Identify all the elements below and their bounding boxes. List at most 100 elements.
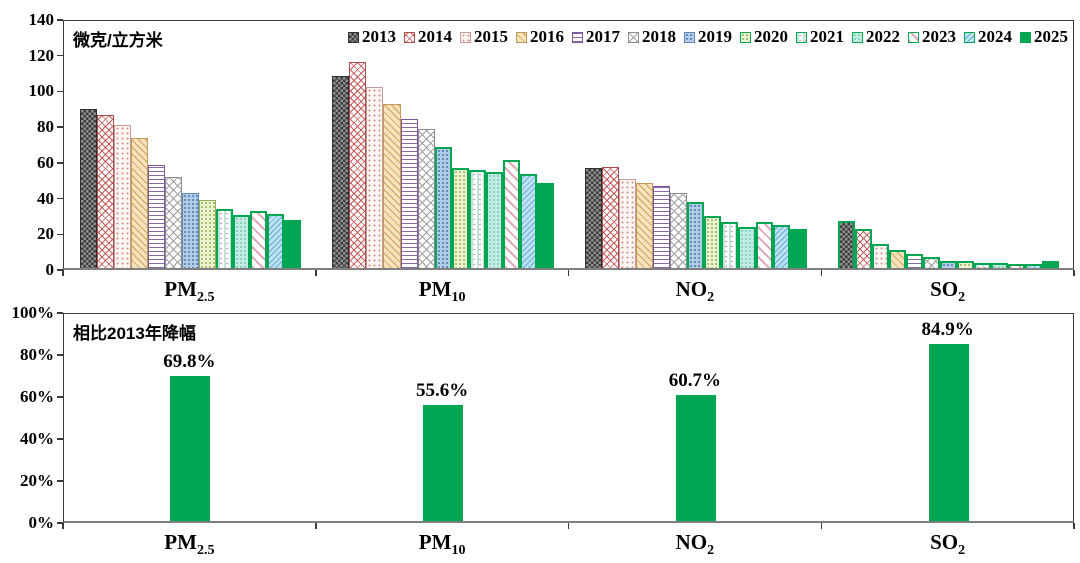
x-axis-tick-mark [821,523,823,529]
bar-SO2-2016 [889,250,906,268]
bar-NO2-2023 [756,222,773,268]
bar-PM2.5-2025 [284,220,301,268]
y-axis-tick-mark [57,19,63,21]
bar-PM10-2017 [401,119,418,268]
bar-PM10-2023 [503,160,520,268]
bar-NO2-2017 [653,186,670,268]
bar-NO2-2018 [670,193,687,268]
y-axis-tick-mark [57,396,63,398]
bar-SO2-2024 [1025,264,1042,268]
y-axis-tick-label: 40% [0,429,54,449]
x-axis-tick-mark [315,270,317,276]
bar-NO2-2021 [721,222,738,268]
y-axis-tick-label: 0% [0,513,54,533]
x-axis-tick-mark [568,270,570,276]
bar-group-SO2 [822,21,1075,268]
category-label: PM10 [316,277,569,306]
bar-NO2-2022 [738,227,755,268]
y-axis-tick-label: 60 [0,153,54,173]
bar-PM2.5-2013 [80,109,97,268]
category-label: PM10 [316,530,569,559]
bar-NO2-2016 [636,183,653,268]
y-axis-tick-label: 80% [0,345,54,365]
bar-SO2-2025 [1042,261,1059,268]
x-axis-tick-mark [62,270,64,276]
y-axis-tick-mark [57,438,63,440]
bar-PM10-2020 [452,168,469,268]
y-axis-tick-mark [57,55,63,57]
bar-SO2-2021 [974,263,991,268]
y-axis-tick-mark [57,126,63,128]
bar-PM2.5-2024 [267,214,284,268]
reduction-value-label: 84.9% [821,319,1074,341]
bar-PM10-2024 [520,174,537,268]
reduction-value-label: 55.6% [316,380,569,402]
bar-PM2.5-2016 [131,138,148,268]
bar-SO2-2015 [872,244,889,268]
bar-NO2-2019 [687,202,704,268]
y-axis-tick-label: 0 [0,260,54,280]
reduction-value-label: 60.7% [569,370,822,392]
bar-PM10-2019 [435,147,452,268]
y-axis-tick-mark [57,91,63,93]
bar-PM2.5-2022 [233,215,250,268]
reduction-bar-PM10 [423,405,463,521]
bar-SO2-2018 [923,257,940,268]
y-axis-tick-label: 20 [0,224,54,244]
y-axis-tick-label: 140 [0,10,54,30]
y-axis-tick-label: 40 [0,189,54,209]
bar-NO2-2013 [585,168,602,268]
y-axis-tick-label: 100% [0,303,54,323]
y-axis-tick-mark [57,312,63,314]
x-axis-tick-mark [821,270,823,276]
bar-NO2-2014 [602,167,619,268]
bar-PM10-2015 [366,87,383,268]
bar-SO2-2013 [838,221,855,268]
reduction-bar-PM2.5 [170,376,210,521]
reduction-bar-NO2 [676,395,716,521]
bar-group-PM10 [317,21,570,268]
y-axis-tick-mark [57,198,63,200]
bar-NO2-2015 [619,179,636,268]
y-axis-tick-mark [57,234,63,236]
x-axis-tick-mark [1073,270,1075,276]
reduction-label: 相比2013年降幅 [73,319,196,344]
bar-PM2.5-2018 [165,177,182,268]
category-label: PM2.5 [63,530,316,559]
bar-group-NO2 [570,21,823,268]
bar-PM2.5-2023 [250,211,267,268]
bar-PM10-2016 [383,104,400,268]
bar-PM2.5-2021 [216,209,233,268]
bar-SO2-2017 [906,254,923,268]
x-axis-tick-mark [1073,523,1075,529]
y-axis-tick-label: 120 [0,46,54,66]
category-label: SO2 [821,277,1074,306]
bar-SO2-2022 [991,263,1008,268]
y-axis-tick-label: 60% [0,387,54,407]
bar-NO2-2020 [704,216,721,268]
air-quality-trend-figure: 微克/立方米 201320142015201620172018201920202… [0,0,1080,563]
bar-SO2-2014 [855,229,872,268]
concentration-plot-area: 微克/立方米 201320142015201620172018201920202… [63,20,1074,270]
y-axis-tick-label: 100 [0,81,54,101]
reduction-plot-area: 相比2013年降幅 [63,313,1074,523]
reduction-value-label: 69.8% [63,351,316,373]
y-axis-tick-mark [57,480,63,482]
category-label: SO2 [821,530,1074,559]
bar-PM10-2013 [332,76,349,268]
bar-PM2.5-2017 [148,165,165,268]
x-axis-tick-mark [568,523,570,529]
bar-PM2.5-2015 [114,125,131,268]
category-label: NO2 [569,277,822,306]
bar-PM10-2014 [349,62,366,268]
category-label: NO2 [569,530,822,559]
bar-PM2.5-2014 [97,115,114,268]
bar-PM10-2018 [418,129,435,268]
bar-SO2-2023 [1008,264,1025,268]
x-axis-tick-mark [315,523,317,529]
bar-SO2-2020 [957,261,974,268]
category-label: PM2.5 [63,277,316,306]
bar-NO2-2024 [773,225,790,268]
bar-PM2.5-2020 [199,200,216,268]
reduction-bar-SO2 [929,344,969,521]
